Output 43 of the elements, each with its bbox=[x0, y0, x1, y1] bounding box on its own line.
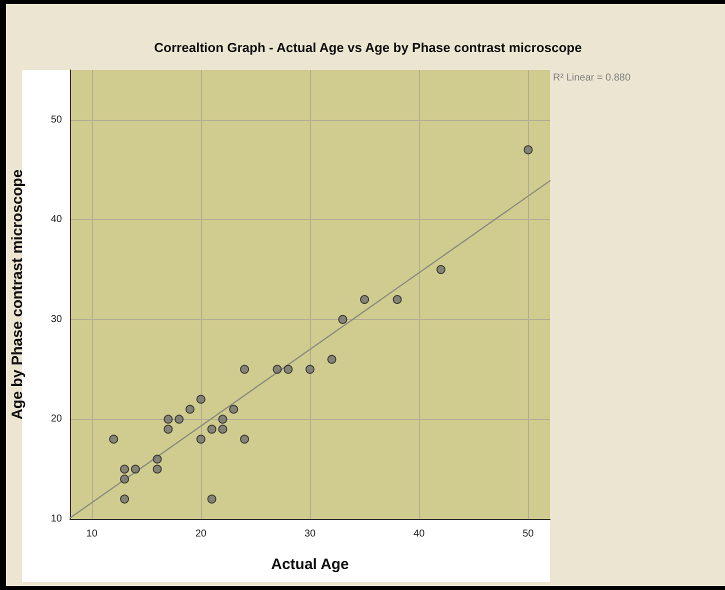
point bbox=[240, 434, 250, 444]
point bbox=[436, 265, 446, 274]
point bbox=[327, 354, 336, 364]
point bbox=[229, 404, 238, 414]
point bbox=[196, 394, 206, 404]
x-tick-label: 10 bbox=[86, 528, 98, 540]
y-tick-label: 10 bbox=[50, 514, 62, 524]
point bbox=[524, 145, 533, 154]
y-tick-label: 20 bbox=[50, 414, 62, 425]
x-tick-label: 20 bbox=[195, 528, 207, 540]
point bbox=[152, 454, 162, 464]
point bbox=[130, 464, 140, 474]
point bbox=[120, 474, 130, 484]
point bbox=[120, 464, 130, 474]
y-tick-label: 30 bbox=[50, 314, 62, 325]
point bbox=[207, 424, 216, 434]
point bbox=[360, 294, 370, 304]
x-tick-label: 50 bbox=[522, 528, 534, 540]
y-tick-label: 50 bbox=[50, 114, 62, 126]
point bbox=[218, 414, 228, 424]
x-axis-title: Actual Age bbox=[271, 556, 349, 573]
y-tick-label: 40 bbox=[50, 214, 62, 226]
point bbox=[218, 424, 228, 434]
x-tick-label: 30 bbox=[304, 528, 316, 540]
point bbox=[174, 414, 184, 424]
point bbox=[338, 314, 348, 324]
point bbox=[164, 424, 173, 434]
point bbox=[186, 404, 194, 414]
point bbox=[284, 364, 293, 374]
point bbox=[109, 434, 118, 444]
point bbox=[240, 364, 250, 374]
text: R² Linear = 0.880 bbox=[553, 72, 631, 84]
point bbox=[306, 364, 314, 374]
x-tick-label: 40 bbox=[414, 528, 426, 540]
point bbox=[152, 464, 162, 474]
point bbox=[164, 414, 173, 424]
chart-title: Correaltion Graph - Actual Age vs Age by Phase contrast microscope bbox=[154, 40, 582, 55]
y-axis-title: Age by Phase contrast microscope bbox=[9, 169, 26, 420]
point bbox=[272, 364, 282, 374]
point bbox=[120, 494, 130, 504]
point bbox=[196, 434, 206, 444]
point bbox=[207, 494, 216, 504]
point bbox=[392, 294, 402, 304]
